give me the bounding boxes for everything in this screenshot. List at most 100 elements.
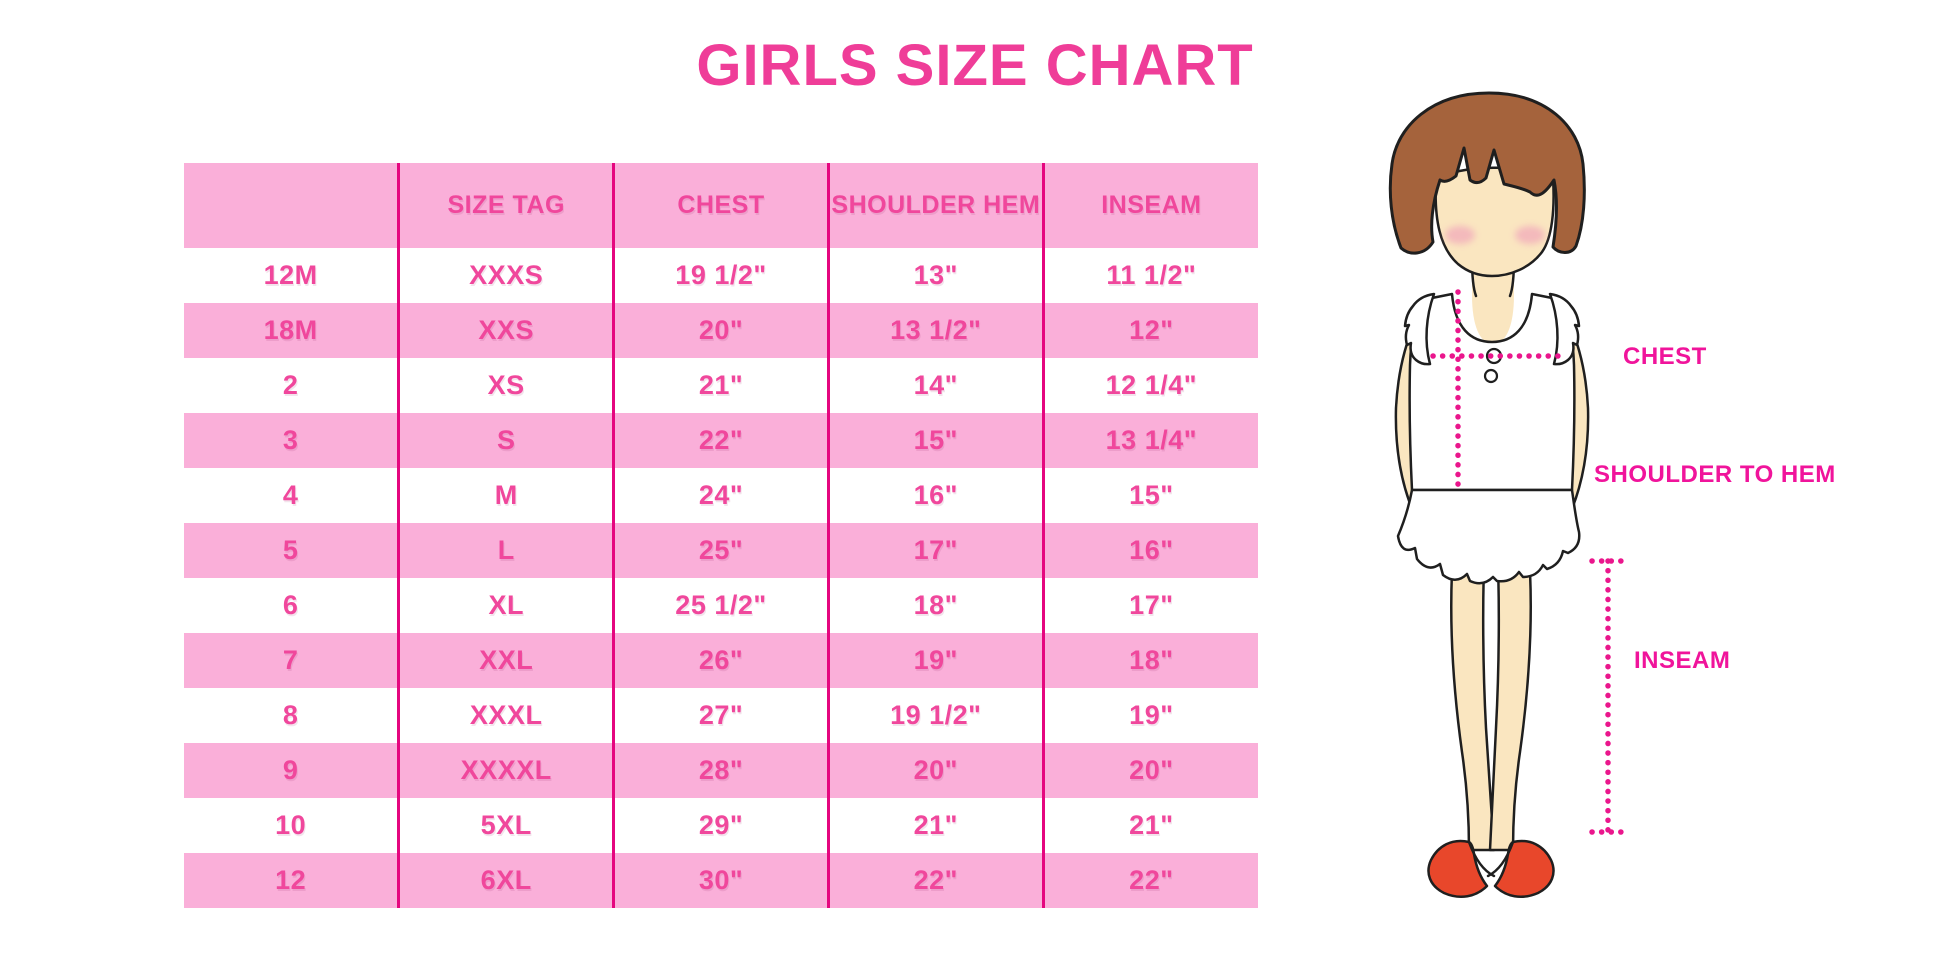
table-cell: 29"	[613, 798, 830, 853]
table-cell: 14"	[828, 358, 1045, 413]
table-cell: 21"	[1129, 810, 1174, 840]
bottom-button	[1483, 368, 1499, 384]
table-row: 5 L 25" 17" 16"	[184, 523, 1258, 578]
table-cell: 20"	[828, 743, 1045, 798]
size-table-container: SIZE TAG CHEST SHOULDER HEM INSEAM 12M XXXS 1…	[184, 163, 1258, 908]
table-row: 9 XXXXL 28" 20" 20"	[184, 743, 1258, 798]
table-cell: 4	[184, 468, 401, 523]
table-cell: XS	[398, 358, 616, 413]
table-cell: 20"	[1043, 743, 1258, 798]
table-cell: S	[398, 413, 616, 468]
table-cell: 19"	[1129, 700, 1174, 730]
table-cell: 25"	[613, 523, 830, 578]
table-cell: 13 1/4"	[1043, 413, 1258, 468]
table-cell: 5XL	[398, 798, 616, 853]
table-row: 4 M 24" 16" 15"	[184, 468, 1258, 523]
table-cell: 22"	[1043, 853, 1258, 908]
table-row: 12 6XL 30" 22" 22"	[184, 853, 1258, 908]
table-cell: 24"	[613, 468, 830, 523]
column-header	[184, 163, 401, 248]
table-row: 7 XXL 26" 19" 18"	[184, 633, 1258, 688]
table-cell: 27"	[613, 688, 830, 743]
page-title: GIRLS SIZE CHART	[696, 33, 1254, 98]
table-cell: 12M	[184, 248, 401, 303]
table-cell: 19 1/2"	[828, 688, 1045, 743]
table-cell: 16"	[828, 468, 1045, 523]
table-cell: 28"	[613, 743, 830, 798]
table-cell: 12	[184, 853, 401, 908]
table-cell: 21"	[828, 798, 1045, 853]
right-leg	[1488, 538, 1533, 852]
table-cell: 17"	[828, 523, 1045, 578]
table-cell: 10	[184, 798, 401, 853]
table-cell: XXXL	[398, 688, 616, 743]
table-cell: 3	[184, 413, 401, 468]
table-cell: 22"	[828, 853, 1045, 908]
header-row: SIZE TAG CHEST SHOULDER HEM INSEAM	[184, 163, 1258, 248]
top-garment	[1408, 292, 1576, 492]
table-cell: XXXS	[398, 248, 616, 303]
right-cheek-blush	[1515, 226, 1545, 244]
hair	[1388, 91, 1586, 255]
measurement-figure: CHEST SHOULDER TO HEM INSEAM	[1370, 80, 1840, 920]
table-cell: XXL	[398, 633, 616, 688]
table-row: 6 XL 25 1/2" 18" 17"	[184, 578, 1258, 633]
left-shoulder-ruffle	[1403, 292, 1436, 366]
table-cell: 8	[184, 688, 401, 743]
table-cell: 11 1/2"	[1106, 260, 1197, 290]
inseam-label: INSEAM	[1634, 647, 1730, 674]
table-cell: 25 1/2"	[613, 578, 830, 633]
column-header: SHOULDER HEM	[828, 163, 1045, 248]
table-cell: XXXXL	[398, 743, 616, 798]
column-header: CHEST	[613, 163, 830, 248]
right-shoulder-ruffle	[1548, 292, 1581, 366]
table-cell: 18M	[184, 303, 401, 358]
size-table: SIZE TAG CHEST SHOULDER HEM INSEAM 12M XXXS 1…	[184, 163, 1258, 908]
size-table-header: SIZE TAG CHEST SHOULDER HEM INSEAM	[184, 163, 1258, 248]
table-cell: 6XL	[398, 853, 616, 908]
table-row: 18M XXS 20" 13 1/2" 12"	[184, 303, 1258, 358]
table-cell: 15"	[1129, 480, 1174, 510]
table-cell: 2	[184, 358, 401, 413]
column-header: INSEAM	[1043, 163, 1258, 248]
table-cell: 30"	[613, 853, 830, 908]
table-row: 10 5XL 29" 21" 21"	[184, 798, 1258, 853]
table-cell: 20"	[613, 303, 830, 358]
table-cell: 13 1/2"	[828, 303, 1045, 358]
table-cell: 22"	[613, 413, 830, 468]
table-cell: 6	[184, 578, 401, 633]
right-shoe-strap	[1486, 840, 1515, 878]
table-cell: 15"	[828, 413, 1045, 468]
table-cell: 19 1/2"	[613, 248, 830, 303]
size-table-body: 12M XXXS 19 1/2" 13" 11 1/2" 18M XXS 20" 13 1/2"…	[184, 248, 1258, 908]
table-cell: 21"	[613, 358, 830, 413]
table-cell: XXS	[398, 303, 616, 358]
table-row: 12M XXXS 19 1/2" 13" 11 1/2"	[184, 248, 1258, 303]
column-header: SIZE TAG	[398, 163, 616, 248]
table-row: 8 XXXL 27" 19 1/2" 19"	[184, 688, 1258, 743]
table-cell: 26"	[613, 633, 830, 688]
table-cell: 12 1/4"	[1105, 370, 1198, 400]
girl-illustration: CHEST SHOULDER TO HEM INSEAM	[1388, 91, 1836, 899]
table-cell: XL	[398, 578, 616, 633]
ruffled-skirt	[1396, 488, 1581, 585]
table-cell: 12"	[1043, 303, 1258, 358]
table-row: 2 XS 21" 14" 12 1/4"	[184, 358, 1258, 413]
chest-label: CHEST	[1623, 343, 1707, 370]
table-cell: 13"	[828, 248, 1045, 303]
table-row: 3 S 22" 15" 13 1/4"	[184, 413, 1258, 468]
table-cell: 9	[184, 743, 401, 798]
table-cell: 7	[184, 633, 401, 688]
table-cell: 17"	[1129, 590, 1174, 620]
table-cell: 18"	[828, 578, 1045, 633]
table-cell: 19"	[828, 633, 1045, 688]
table-cell: 16"	[1043, 523, 1258, 578]
table-cell: M	[398, 468, 616, 523]
left-leg	[1449, 538, 1496, 852]
table-cell: 5	[184, 523, 401, 578]
left-cheek-blush	[1445, 226, 1475, 244]
table-cell: 18"	[1043, 633, 1258, 688]
table-cell: L	[398, 523, 616, 578]
shoulder-to-hem-label: SHOULDER TO HEM	[1594, 461, 1836, 488]
